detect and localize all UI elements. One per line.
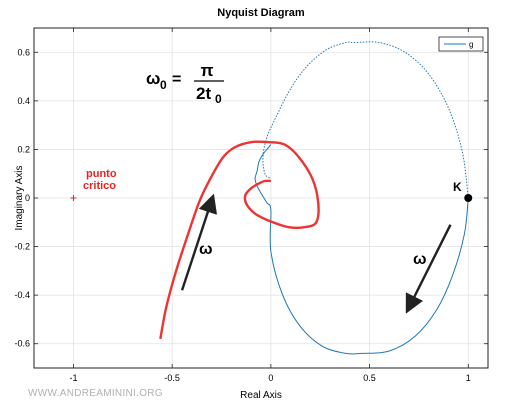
chart-title: Nyquist Diagram — [217, 7, 305, 19]
y-tick-label: -0.2 — [14, 242, 30, 252]
y-tick-label: 0.2 — [17, 144, 30, 154]
formula-denominator: 2t — [196, 84, 211, 103]
direction-arrow — [180, 193, 218, 291]
nyquist-curve-upper — [262, 41, 469, 199]
formula: ω 0 = π 2t 0 — [146, 61, 224, 106]
x-axis-label: Real Axis — [240, 390, 282, 401]
critical-label-line1: punto — [86, 168, 117, 180]
critical-label-line2: critico — [83, 180, 116, 192]
grid — [34, 28, 488, 368]
y-tick-label: 0 — [25, 193, 30, 203]
ticks: -1 -0.5 0 0.5 1 -0.6 -0.4 -0.2 0 0.2 0.4 0.6 — [14, 28, 488, 383]
formula-denominator-sub: 0 — [215, 92, 222, 106]
watermark: WWW.ANDREAMININI.ORG — [28, 388, 163, 399]
y-tick-label: -0.6 — [14, 339, 30, 349]
x-tick-label: 0.5 — [363, 373, 376, 383]
x-tick-label: -0.5 — [164, 373, 180, 383]
formula-omega: ω — [146, 69, 160, 88]
x-tick-label: -1 — [69, 373, 77, 383]
formula-omega-sub: 0 — [160, 78, 167, 92]
x-tick-label: 0 — [268, 373, 273, 383]
k-label: K — [453, 180, 462, 194]
annotation-layer — [70, 193, 473, 314]
formula-equals: = — [172, 71, 181, 88]
y-axis-label: Imaginary Axis — [14, 165, 25, 230]
y-tick-label: 0.6 — [17, 47, 30, 57]
y-tick-label: -0.4 — [14, 290, 30, 300]
y-tick-label: 0.4 — [17, 96, 30, 106]
legend-label: g — [469, 40, 473, 49]
legend: g — [438, 36, 484, 52]
direction-arrow — [405, 224, 452, 314]
critical-point-label: punto critico — [83, 168, 117, 192]
nyquist-curve-lower — [254, 144, 469, 355]
omega-label-right: ω — [413, 251, 427, 268]
x-tick-label: 1 — [466, 373, 471, 383]
omega-label-left: ω — [199, 241, 213, 258]
k-point-marker — [464, 194, 473, 202]
formula-numerator: π — [200, 61, 213, 80]
